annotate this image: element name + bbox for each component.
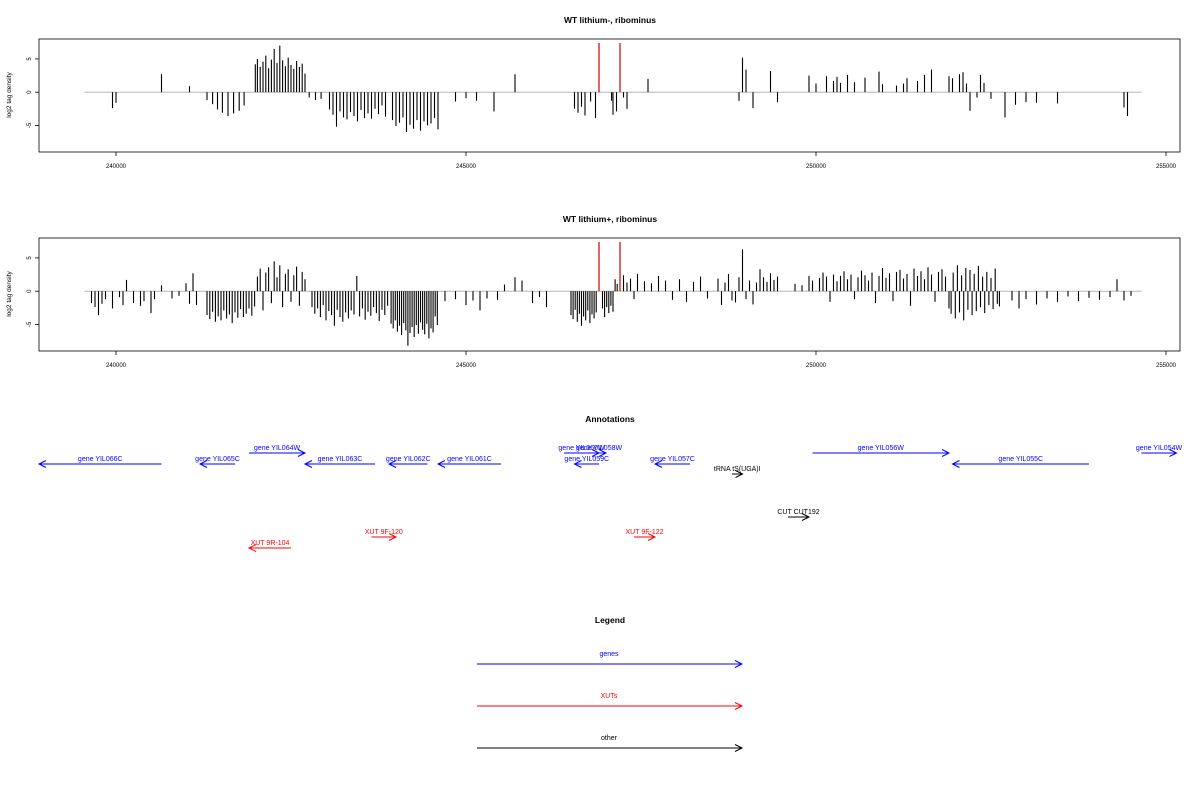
plot-frame: [38, 38, 1181, 153]
axes: 240000 245000 250000 255000 5 0 -5: [27, 256, 1177, 369]
bar-series: [84, 241, 1142, 346]
x-tick-label: 255000: [1156, 164, 1177, 170]
gene-label: gene YIL060W: [558, 445, 605, 452]
gene-arrowhead: [941, 449, 951, 457]
gene-arrowhead: [37, 460, 47, 468]
legend-arrowhead: [734, 660, 744, 668]
gene-label: gene YIL063C: [318, 456, 363, 463]
gene-feature: gene YIL059C: [564, 456, 609, 468]
legend-title: Legend: [595, 615, 625, 625]
gene-feature: gene YIL065C: [195, 456, 240, 468]
gene-label: gene YIL058W: [576, 445, 623, 452]
y-tick-label: 5: [27, 256, 33, 260]
other-arrowhead: [735, 470, 744, 478]
gene-label: gene YIL062C: [386, 456, 431, 463]
gene-arrowhead: [598, 449, 608, 457]
gene-label: gene YIL061C: [447, 456, 492, 463]
x-tick-label: 245000: [456, 164, 477, 170]
legend-label: XUTs: [601, 693, 618, 700]
plot-frame: [38, 237, 1181, 352]
gene-label: gene YIL066C: [78, 456, 123, 463]
gene-arrowhead: [951, 460, 960, 468]
gene-label: gene YIL059C: [564, 456, 609, 463]
gene-feature: gene YIL064W: [249, 445, 307, 457]
other-feature: CUT CUT192: [777, 509, 820, 521]
x-tick-label: 250000: [806, 164, 827, 170]
legend-item: XUTs: [477, 693, 744, 710]
gene-feature: gene YIL054W: [1136, 445, 1183, 457]
annotation-track: Annotations gene YIL066C gene YIL065Cgene…: [37, 414, 1183, 552]
other-label: CUT CUT192: [777, 509, 819, 516]
bar-series: [84, 42, 1142, 133]
y-tick-label: -5: [27, 321, 33, 327]
gene-label: gene YIL057C: [650, 456, 695, 463]
x-tick-label: 255000: [1156, 363, 1177, 369]
panel-title: WT lithium-, ribominus: [564, 15, 656, 25]
legend-arrowhead: [734, 744, 744, 752]
track-panel-lithium-minus: WT lithium-, ribominus log2 tag density …: [6, 15, 1181, 170]
xut-feature: XUT 9F-122: [626, 529, 664, 541]
gene-arrowhead: [387, 460, 397, 468]
gene-arrowhead: [573, 460, 582, 468]
x-tick-label: 240000: [106, 363, 127, 369]
x-tick-label: 240000: [106, 164, 127, 170]
y-axis-label: log2 tag density: [6, 270, 13, 316]
gene-label: gene YIL065C: [195, 456, 240, 463]
xut-feature: XUT 9F-120: [365, 529, 403, 541]
gene-feature: gene YIL056W: [812, 445, 951, 457]
legend-item: genes: [477, 651, 744, 668]
gene-label: gene YIL064W: [254, 445, 301, 452]
x-tick-label: 245000: [456, 363, 477, 369]
legend-label: genes: [599, 651, 619, 658]
legend-arrowhead: [734, 702, 744, 710]
gene-feature: gene YIL061C: [436, 456, 501, 468]
track-panel-lithium-plus: WT lithium+, ribominus log2 tag density …: [6, 214, 1181, 369]
legend-item: other: [477, 735, 744, 752]
other-label: tRNA tS(UGA)I: [714, 466, 761, 473]
panel-title: WT lithium+, ribominus: [563, 214, 657, 224]
gene-feature: gene YIL055C: [951, 456, 1089, 468]
gene-feature: gene YIL058W: [576, 445, 623, 457]
xut-label: XUT 9R-104: [251, 540, 290, 547]
gene-arrowhead: [303, 460, 313, 468]
gene-label: gene YIL054W: [1136, 445, 1183, 452]
xut-arrowhead: [647, 533, 657, 541]
y-tick-label: 0: [27, 90, 33, 94]
legend-label: other: [601, 735, 618, 742]
gene-arrowhead: [436, 460, 446, 468]
y-tick-label: 5: [27, 57, 33, 61]
gene-label: gene YIL055C: [998, 456, 1043, 463]
axes: 240000 245000 250000 255000 5 0 -5: [27, 57, 1177, 170]
gene-arrowhead: [1169, 449, 1178, 457]
y-tick-label: -5: [27, 122, 33, 128]
y-axis-label: log2 tag density: [6, 71, 13, 117]
y-tick-label: 0: [27, 289, 33, 293]
other-arrowhead: [801, 513, 811, 521]
gene-feature: gene YIL062C: [386, 456, 431, 468]
gene-feature: gene YIL057C: [650, 456, 695, 468]
xut-feature: XUT 9R-104: [247, 540, 291, 552]
gene-arrowhead: [653, 460, 663, 468]
gene-feature: gene YIL063C: [303, 456, 375, 468]
xut-label: XUT 9F-120: [365, 529, 403, 536]
gene-arrowhead: [297, 449, 307, 457]
xut-arrowhead: [247, 544, 257, 552]
x-tick-label: 250000: [806, 363, 827, 369]
annotation-items: gene YIL066C gene YIL065C gene YIL064W gene…: [37, 445, 1183, 552]
legend: Legend genes XUTs other: [477, 615, 744, 752]
legend-items: genes XUTs other: [477, 651, 744, 752]
gene-feature: gene YIL066C: [37, 456, 162, 468]
gene-arrowhead: [198, 460, 208, 468]
xut-arrowhead: [388, 533, 398, 541]
other-feature: tRNA tS(UGA)I: [714, 466, 761, 478]
annotations-title: Annotations: [585, 414, 635, 424]
gene-label: gene YIL056W: [858, 445, 905, 452]
xut-label: XUT 9F-122: [626, 529, 664, 536]
